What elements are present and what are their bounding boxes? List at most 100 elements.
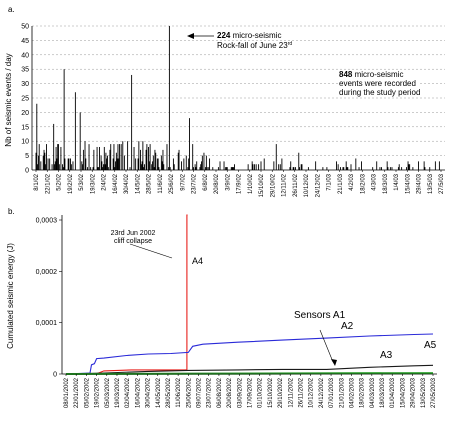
panel-a-x-tick-label: 20/8/02 xyxy=(214,173,220,194)
collapse-label-line1: 23rd Jun 2002 xyxy=(111,230,156,237)
panel-a-x-tick-label: 10/12/02 xyxy=(304,173,310,197)
panel-b-x-tick-label: 18/02/2003 xyxy=(360,377,366,408)
panel-a-x-tick-label: 19/2/02 xyxy=(68,173,74,194)
panel-b-x-tick-label: 03/09/2002 xyxy=(237,377,243,408)
panel-a-x-tick-label: 21/1/03 xyxy=(338,173,344,194)
rockfall-arrowhead xyxy=(187,33,194,39)
panel-a-x-tick-label: 4/2/03 xyxy=(349,173,355,190)
panel-b-y-tick-label: 0,0003 xyxy=(36,218,58,225)
panel-a-x-tick-label: 1/10/02 xyxy=(248,173,254,194)
panel-a-y-ticks: 0 5 10 15 20 25 30 35 40 45 50 xyxy=(21,24,29,175)
sensors-arrowhead xyxy=(331,359,337,366)
panel-a-x-tick-label: 27/5/03 xyxy=(439,173,445,194)
panel-a-x-tick-label: 26/11/02 xyxy=(293,173,299,197)
panel-b-x-tick-label: 19/02/2002 xyxy=(95,377,101,408)
panel-b-x-tick-label: 21/01/2003 xyxy=(339,377,345,408)
panel-a-x-ticks: 8/1/02 22/1/02 5/2/02 19/2/02 5/3/02 19/3/02 2… xyxy=(34,170,445,197)
panel-a-x-tick-label: 29/10/02 xyxy=(270,173,276,197)
panel-a-x-tick-label: 16/4/02 xyxy=(113,173,119,194)
panel-b-x-tick-label: 05/03/2002 xyxy=(105,377,111,408)
panel-b-x-tick-label: 19/03/2002 xyxy=(115,377,121,408)
panel-a-x-tick-label: 29/4/03 xyxy=(417,173,423,194)
panel-b-x-tick-label: 13/05/2003 xyxy=(421,377,427,408)
panel-b-x-tick-label: 07/01/2003 xyxy=(329,377,335,408)
panel-a-x-tick-label: 15/4/03 xyxy=(405,173,411,194)
series-a5-line xyxy=(65,333,434,375)
sensors-leader-line xyxy=(319,329,334,363)
panel-b-x-tick-label: 22/01/2002 xyxy=(74,377,80,408)
series-label-a4: A4 xyxy=(192,256,203,266)
panel-a-y-tick-label: 30 xyxy=(21,81,29,88)
panel-a-x-tick-label: 5/2/02 xyxy=(57,173,63,190)
panel-b-y-tick-label: 0 xyxy=(53,372,57,379)
total-count: 848 xyxy=(339,70,353,79)
panel-b-x-tick-label: 17/09/2002 xyxy=(248,377,254,408)
panel-b-x-tick-label: 16/04/2002 xyxy=(135,377,141,408)
panel-b-y-tick-label: 0,0001 xyxy=(36,320,58,327)
panel-a-x-tick-label: 28/5/02 xyxy=(147,173,153,194)
panel-a-y-tick-label: 40 xyxy=(21,52,29,59)
panel-b-x-tick-label: 15/04/2003 xyxy=(400,377,406,408)
sensors-label: Sensors A1 xyxy=(294,310,346,321)
panel-a-x-tick-label: 19/3/02 xyxy=(90,173,96,194)
total-text-2: events were recorded xyxy=(339,79,416,88)
panel-b-x-tick-label: 29/10/2002 xyxy=(278,377,284,408)
panel-a-x-tick-label: 23/7/02 xyxy=(192,173,198,194)
panel-a-x-tick-label: 18/2/03 xyxy=(360,173,366,194)
panel-a-x-tick-label: 2/4/02 xyxy=(102,173,108,190)
panel-b-x-tick-label: 30/04/2002 xyxy=(146,377,152,408)
panel-b-x-tick-label: 25/06/2002 xyxy=(186,377,192,408)
panel-a-y-tick-label: 50 xyxy=(21,24,29,31)
panel-a-x-tick-label: 7/1/03 xyxy=(327,173,333,190)
panel-b-x-tick-label: 05/02/2002 xyxy=(84,377,90,408)
panel-a-x-tick-label: 14/5/02 xyxy=(135,173,141,194)
panel-b-x-tick-label: 11/06/2002 xyxy=(176,377,182,407)
panel-b-x-tick-label: 24/12/2002 xyxy=(319,377,325,408)
rockfall-text-1: micro-seismic xyxy=(230,31,282,40)
panel-b-cumulated-energy: b. Cumulated seismic energy (J) 0 0,0001 0… xyxy=(6,207,437,408)
panel-b-x-tick-label: 06/08/2002 xyxy=(217,377,223,408)
panel-b-x-tick-label: 04/03/2003 xyxy=(370,377,376,408)
panel-a-y-tick-label: 10 xyxy=(21,139,29,146)
series-label-a3: A3 xyxy=(380,350,393,361)
panel-a-x-tick-label: 9/7/02 xyxy=(180,173,186,190)
rockfall-text-2: Rock-fall of June 23 xyxy=(217,41,288,50)
panel-a-x-tick-label: 17/9/02 xyxy=(237,173,243,194)
rockfall-annotation: 224 micro-seismic Rock-fall of June 23rd xyxy=(217,31,292,50)
panel-a-y-tick-label: 0 xyxy=(25,168,29,175)
panel-b-x-tick-label: 27/05/2003 xyxy=(431,377,437,408)
panel-b-label: b. xyxy=(8,207,15,216)
collapse-label-line2: cliff collapse xyxy=(114,238,152,245)
panel-b-x-tick-label: 04/02/2003 xyxy=(349,377,355,408)
panel-a-x-tick-label: 25/6/02 xyxy=(169,173,175,194)
panel-a-x-tick-label: 30/4/02 xyxy=(124,173,130,194)
panel-b-x-tick-label: 08/01/2002 xyxy=(64,377,70,408)
collapse-leader-line xyxy=(129,243,173,259)
panel-a-y-tick-label: 25 xyxy=(21,96,29,103)
panel-a-x-tick-label: 12/11/02 xyxy=(282,173,288,197)
panel-b-x-tick-label: 15/10/2002 xyxy=(268,377,274,408)
series-a3-line xyxy=(65,364,434,375)
panel-b-x-tick-label: 28/05/2002 xyxy=(166,377,172,408)
panel-b-x-tick-label: 20/08/2002 xyxy=(227,377,233,408)
panel-a-x-tick-label: 3/9/02 xyxy=(225,173,231,190)
panel-a-x-tick-label: 15/10/02 xyxy=(259,173,265,197)
panel-b-x-tick-label: 14/05/2002 xyxy=(156,377,162,408)
panel-a-y-tick-label: 20 xyxy=(21,110,29,117)
series-label-a2: A2 xyxy=(341,321,354,332)
panel-a-y-tick-label: 45 xyxy=(21,38,29,45)
rockfall-superscript: rd xyxy=(287,41,293,47)
panel-a-x-tick-label: 22/1/02 xyxy=(45,173,51,194)
panel-b-x-tick-label: 02/04/2002 xyxy=(125,377,131,408)
panel-b-y-axis-label: Cumulated seismic energy (J) xyxy=(6,243,15,349)
series-label-a5: A5 xyxy=(424,340,437,351)
panel-b-x-tick-label: 12/11/2002 xyxy=(288,377,294,407)
panel-b-x-tick-label: 09/07/2002 xyxy=(197,377,203,408)
panel-a-y-tick-label: 15 xyxy=(21,124,29,131)
panel-b-y-tick-label: 0,0002 xyxy=(36,269,58,276)
panel-a-seismic-events: a. Nb of seismic events / day 0 5 10 15 20 25… xyxy=(4,5,445,197)
panel-b-x-tick-label: 23/07/2002 xyxy=(207,377,213,408)
panel-b-x-tick-label: 10/12/2002 xyxy=(309,377,315,408)
rockfall-count: 224 xyxy=(217,31,231,40)
